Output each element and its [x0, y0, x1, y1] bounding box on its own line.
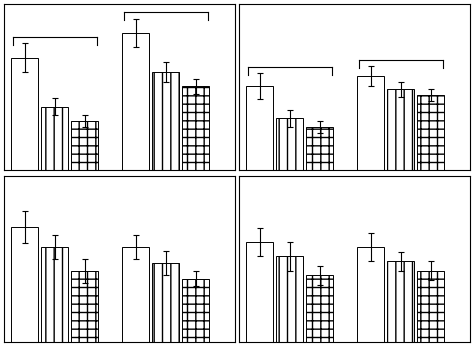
Bar: [72, 271, 99, 342]
Bar: [357, 76, 384, 170]
Bar: [387, 89, 414, 170]
Bar: [182, 279, 209, 342]
Bar: [276, 118, 303, 170]
Bar: [387, 261, 414, 342]
Bar: [417, 95, 444, 170]
Bar: [41, 107, 68, 170]
Bar: [122, 247, 149, 342]
Bar: [182, 86, 209, 170]
Bar: [357, 247, 384, 342]
Bar: [246, 86, 273, 170]
Bar: [41, 247, 68, 342]
Bar: [246, 242, 273, 342]
Bar: [122, 33, 149, 170]
Bar: [11, 227, 38, 342]
Bar: [152, 263, 179, 342]
Bar: [306, 275, 333, 342]
Bar: [306, 127, 333, 170]
Bar: [152, 72, 179, 170]
Bar: [417, 271, 444, 342]
Bar: [72, 121, 99, 170]
Bar: [11, 57, 38, 170]
Bar: [276, 256, 303, 342]
